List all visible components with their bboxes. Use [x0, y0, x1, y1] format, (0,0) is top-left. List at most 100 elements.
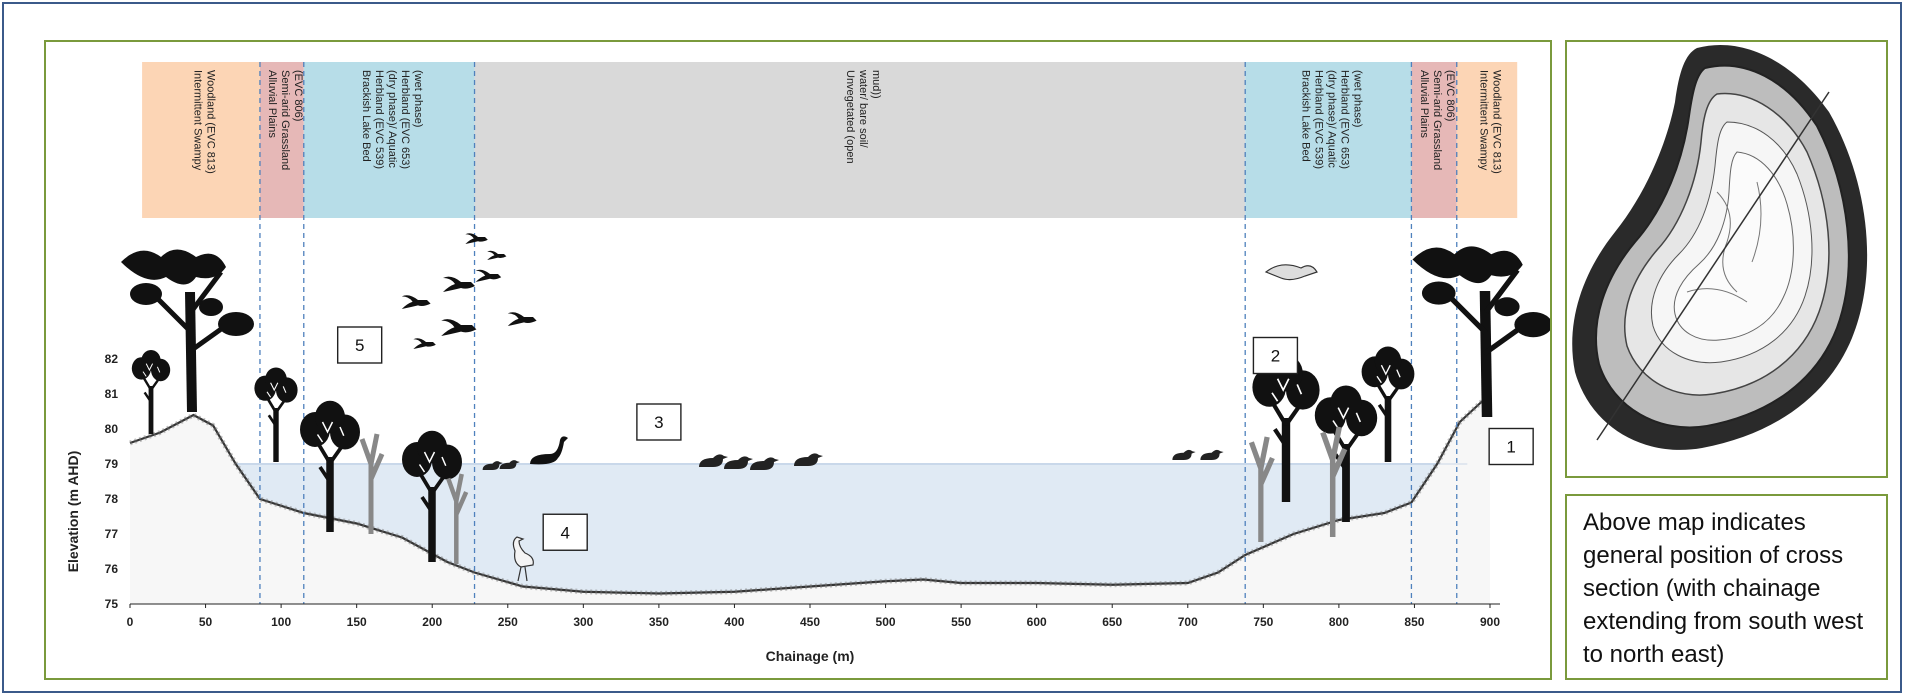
marker-label: 2: [1271, 347, 1280, 366]
zone-band: [1411, 62, 1457, 218]
marker-box: [1488, 427, 1534, 466]
y-tick-label: 78: [105, 492, 119, 506]
zone-label: Brackish Lake BedHerbland (EVC 539)(dry …: [1299, 70, 1363, 169]
marker-label: 1: [1506, 438, 1515, 457]
water-area: [235, 464, 1468, 594]
x-tick-label: 300: [573, 615, 593, 629]
marker-box-3: 3: [636, 403, 682, 441]
x-tick-label: 250: [498, 615, 518, 629]
egret-icon: [512, 536, 534, 582]
zone-band: [1456, 62, 1518, 218]
x-tick-label: 100: [271, 615, 291, 629]
zone-label-line: (dry phase)/ Aquatic: [386, 70, 398, 168]
bird-icon: [413, 338, 436, 349]
zone-label-line: Brackish Lake Bed: [360, 70, 372, 162]
x-tick-label: 750: [1253, 615, 1273, 629]
axes: 0 50 100 150 200 250 300 350 400 450 500 550 600 650 7…: [65, 352, 1500, 664]
cross-section-chart: Intermittent SwampyWoodland (EVC 813) All…: [65, 62, 1551, 664]
zone-label-line: Semi-arid Grassland: [279, 70, 291, 170]
terrain-texture: [129, 392, 1492, 597]
zone-label-line: Herbland (EVC 539): [1312, 70, 1324, 169]
x-tick-label: 550: [951, 615, 971, 629]
zone-label-line: Brackish Lake Bed: [1299, 70, 1311, 162]
x-tick-label: 350: [649, 615, 669, 629]
marker-box: [336, 326, 383, 364]
big-tree-icon: [1413, 246, 1551, 417]
marker-label: 4: [560, 523, 569, 542]
x-tick-label: 650: [1102, 615, 1122, 629]
y-tick-label: 76: [105, 562, 119, 576]
x-tick-label: 0: [127, 615, 134, 629]
zone-label-line: mud)): [870, 70, 882, 99]
bird-icon: [401, 295, 431, 309]
x-tick-label: 700: [1178, 615, 1198, 629]
zone-label-line: Woodland (EVC 813): [1490, 70, 1502, 174]
bird-icon: [475, 269, 502, 282]
x-tick-label: 800: [1329, 615, 1349, 629]
lake-contour-map-image: [1572, 44, 1868, 450]
bird-icon: [441, 319, 477, 336]
y-tick-label: 79: [105, 457, 119, 471]
tree-icon: [253, 366, 299, 464]
zone-label-line: Alluvial Plains: [1418, 70, 1430, 138]
zone-label-line: Herbland (EVC 653): [1338, 70, 1350, 169]
duck-icon: [1200, 449, 1224, 460]
marker-box-1: 1: [1488, 427, 1534, 466]
y-tick-label: 77: [105, 527, 119, 541]
marker-box: [542, 513, 588, 551]
marker-label: 5: [355, 336, 364, 355]
x-tick-label: 850: [1404, 615, 1424, 629]
zone-band: [142, 62, 260, 218]
zone-label-line: Herbland (EVC 653): [399, 70, 411, 169]
x-axis-label: Chainage (m): [766, 648, 855, 664]
y-tick-label: 75: [105, 597, 119, 611]
marker-box-2: 2: [1252, 336, 1299, 375]
marker-box: [636, 403, 682, 441]
zone-band: [474, 62, 1246, 218]
y-tick-label: 81: [105, 387, 119, 401]
zone-band: [1245, 62, 1412, 218]
zone-label: Alluvial PlainsSemi-arid Grassland(EVC 8…: [1418, 70, 1456, 170]
x-tick-label: 150: [347, 615, 367, 629]
bird-icon: [507, 312, 537, 326]
map-caption: Above map indicates general position of …: [1583, 509, 1864, 668]
x-tick-label: 400: [724, 615, 744, 629]
x-tick-label: 200: [422, 615, 442, 629]
zone-boundary-lines: [259, 62, 1458, 604]
location-map-panel: [1565, 40, 1888, 478]
zone-label-line: Semi-arid Grassland: [1431, 70, 1443, 170]
y-tick-label: 82: [105, 352, 119, 366]
zone-label-line: (wet phase): [1351, 70, 1363, 127]
bird-icon: [487, 250, 507, 260]
zone-label-line: Unvegetated (open: [844, 70, 856, 164]
x-tick-label: 50: [199, 615, 213, 629]
y-axis-label: Elevation (m AHD): [65, 451, 81, 573]
zone-label-line: (EVC 806): [1444, 70, 1456, 121]
zone-label-line: Intermittent Swampy: [1477, 70, 1489, 171]
ground-fill: [130, 394, 1490, 604]
zone-label-line: Herbland (EVC 539): [373, 70, 385, 169]
marker-box-5: 5: [336, 326, 383, 364]
tree-icon: [130, 348, 172, 436]
x-tick-label: 500: [876, 615, 896, 629]
zone-label-line: Alluvial Plains: [266, 70, 278, 138]
pelican-icon: [1264, 264, 1318, 281]
zone-band: [259, 62, 304, 218]
x-tick-label: 450: [800, 615, 820, 629]
zone-label-line: water/ bare soil/: [857, 69, 869, 149]
vegetation-zone-bands: Intermittent SwampyWoodland (EVC 813) All…: [142, 62, 1518, 218]
marker-box: [1252, 336, 1299, 375]
duck-icon: [1172, 449, 1196, 460]
zone-label: Intermittent SwampyWoodland (EVC 813): [192, 70, 217, 174]
zone-label-line: Woodland (EVC 813): [205, 70, 217, 174]
bird-icon: [443, 276, 475, 292]
zone-label-line: (EVC 806): [292, 70, 304, 121]
caption-panel: Above map indicates general position of …: [1565, 494, 1888, 680]
zone-label-line: Intermittent Swampy: [192, 70, 204, 171]
marker-box-4: 4: [542, 513, 588, 551]
x-tick-label: 900: [1480, 615, 1500, 629]
zone-label: Alluvial PlainsSemi-arid Grassland(EVC 8…: [266, 70, 304, 170]
big-tree-icon: [121, 250, 254, 413]
zone-label-line: (wet phase): [412, 70, 424, 127]
